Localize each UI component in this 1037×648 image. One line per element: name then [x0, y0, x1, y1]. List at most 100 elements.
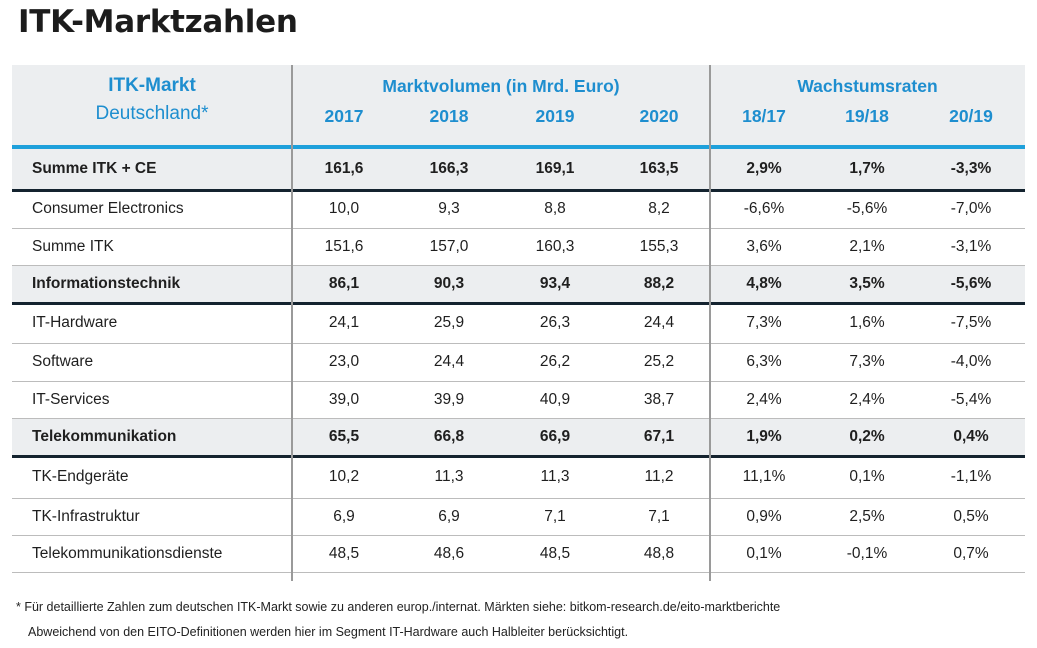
table-cell: -3,3%: [950, 160, 992, 177]
row-label: TK-Infrastruktur: [32, 507, 140, 525]
table-cell: 1,6%: [849, 314, 885, 331]
column-header-2017: 2017: [324, 106, 364, 126]
summary-row-bg: [12, 266, 1025, 304]
table-cell: 7,1: [648, 507, 670, 525]
header-row-label-line2: Deutschland*: [95, 103, 209, 124]
footnote-2: Abweichend von den EITO-Definitionen wer…: [28, 625, 629, 639]
table-cell: 93,4: [539, 275, 571, 292]
table-cell: 11,1%: [742, 468, 786, 485]
table-cell: 2,9%: [746, 160, 782, 177]
table-cell: -7,0%: [950, 200, 992, 217]
header-group-wachstumsraten: Wachstumsraten: [797, 76, 938, 96]
table-cell: 2,4%: [746, 390, 782, 408]
table-cell: 6,9: [333, 507, 355, 525]
table-cell: 40,9: [539, 390, 571, 408]
table-cell: 4,8%: [746, 275, 782, 292]
table-cell: 160,3: [535, 237, 575, 255]
row-label: Software: [32, 353, 94, 370]
table-cell: 157,0: [429, 237, 469, 255]
row-label: Summe ITK + CE: [32, 160, 157, 177]
table-cell: 26,2: [539, 353, 571, 370]
table-cell: -1,1%: [950, 468, 992, 485]
row-label: Summe ITK: [32, 237, 114, 255]
summary-row-bg: [12, 149, 1025, 191]
header-group-marktvolumen: Marktvolumen (in Mrd. Euro): [382, 76, 620, 96]
table-cell: 3,5%: [849, 275, 885, 292]
page-title: ITK-Marktzahlen: [18, 4, 298, 40]
table-cell: 151,6: [324, 237, 364, 255]
table-cell: 65,5: [328, 428, 360, 445]
table-cell: 48,8: [643, 544, 675, 562]
row-label: Telekommunikation: [32, 428, 177, 445]
column-header-18-17: 18/17: [742, 106, 786, 126]
table-cell: -4,0%: [950, 353, 992, 370]
table-cell: -3,1%: [950, 237, 992, 255]
table-cell: 1,9%: [746, 428, 782, 445]
section-rule: [12, 189, 1025, 192]
row-rule: [12, 535, 1025, 536]
table-cell: 6,9: [438, 507, 460, 525]
table-cell: 86,1: [328, 275, 360, 292]
table-cell: 88,2: [643, 275, 675, 292]
table-cell: 11,3: [540, 468, 570, 485]
table-header-bg: [12, 65, 1025, 145]
header-accent-bar: [12, 145, 1025, 149]
row-label: TK-Endgeräte: [32, 468, 129, 485]
table-cell: 25,2: [643, 353, 675, 370]
table-cell: -6,6%: [743, 200, 785, 217]
row-label: IT-Hardware: [32, 314, 118, 331]
table-cell: -5,4%: [950, 390, 992, 408]
table-cell: 2,1%: [849, 237, 885, 255]
row-label: Informationstechnik: [32, 275, 181, 292]
row-rule: [12, 572, 1025, 573]
table-cell: 0,1%: [746, 544, 782, 562]
table-cell: 6,3%: [746, 353, 782, 370]
table-cell: 161,6: [324, 160, 364, 177]
table-cell: 166,3: [429, 160, 469, 177]
table-cell: 26,3: [539, 314, 571, 331]
divider-vertical-1: [291, 65, 293, 581]
table-cell: 48,5: [539, 544, 571, 562]
table-cell: 24,4: [643, 314, 675, 331]
table-cell: 163,5: [639, 160, 679, 177]
table-cell: 0,4%: [953, 428, 989, 445]
table-cell: 3,6%: [746, 237, 782, 255]
table-cell: 39,0: [328, 390, 360, 408]
table-cell: 0,2%: [849, 428, 885, 445]
table-cell: 11,3: [434, 468, 464, 485]
table-cell: 0,9%: [746, 507, 782, 525]
row-rule: [12, 381, 1025, 382]
divider-vertical-2: [709, 65, 711, 581]
table-cell: 24,1: [328, 314, 360, 331]
column-header-20-19: 20/19: [949, 106, 993, 126]
table-cell: 90,3: [433, 275, 465, 292]
table-cell: -7,5%: [950, 314, 992, 331]
row-rule: [12, 343, 1025, 344]
row-rule: [12, 418, 1025, 419]
table-cell: 67,1: [643, 428, 675, 445]
table-cell: 7,1: [544, 507, 566, 525]
table-cell: 25,9: [433, 314, 465, 331]
footnote-1: * Für detaillierte Zahlen zum deutschen …: [16, 600, 781, 614]
table-cell: 2,4%: [849, 390, 885, 408]
header-row-label-line1: ITK-Markt: [108, 75, 196, 96]
row-label: Telekommunikationsdienste: [32, 544, 223, 562]
row-rule: [12, 498, 1025, 499]
row-rule: [12, 228, 1025, 229]
section-rule: [12, 455, 1025, 458]
table-cell: 23,0: [328, 353, 360, 370]
table-cell: -5,6%: [846, 200, 888, 217]
table-cell: 0,7%: [953, 544, 989, 562]
table-cell: 1,7%: [849, 160, 885, 177]
column-header-2018: 2018: [429, 106, 469, 126]
column-header-2019: 2019: [535, 106, 575, 126]
table-cell: 0,5%: [953, 507, 989, 525]
table-cell: 66,8: [433, 428, 465, 445]
market-table: ITK-Markt Deutschland* Marktvolumen (in …: [12, 65, 1025, 581]
column-header-19-18: 19/18: [845, 106, 889, 126]
row-label: Consumer Electronics: [32, 200, 184, 217]
table-cell: 7,3%: [849, 353, 885, 370]
table-cell: 8,8: [544, 200, 566, 217]
table-cell: 48,5: [328, 544, 360, 562]
row-rule: [12, 265, 1025, 266]
